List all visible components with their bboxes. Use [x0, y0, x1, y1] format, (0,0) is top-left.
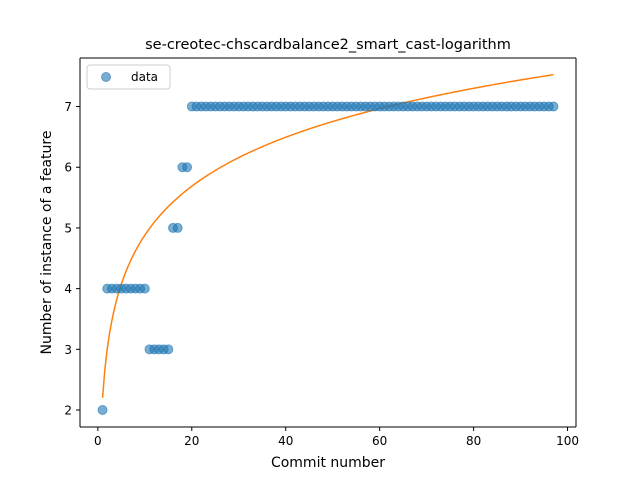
legend-label-data: data	[131, 70, 158, 84]
data-point	[182, 162, 193, 173]
legend: data	[86, 64, 171, 90]
chart-title: se-creotec-chscardbalance2_smart_cast-lo…	[145, 37, 511, 53]
legend-box	[86, 64, 171, 90]
y-tick-label: 7	[64, 100, 72, 114]
data-point	[139, 283, 150, 294]
y-tick-label: 2	[64, 404, 72, 418]
x-tick-label: 80	[466, 434, 481, 448]
y-tick-label: 6	[64, 161, 72, 175]
x-tick-label: 20	[184, 434, 199, 448]
x-tick-label: 60	[372, 434, 387, 448]
data-point	[97, 405, 108, 416]
x-axis-label: Commit number	[271, 455, 385, 471]
y-tick-label: 4	[64, 282, 72, 296]
plot-area	[97, 73, 559, 416]
x-tick-label: 40	[278, 434, 293, 448]
legend-marker-data	[101, 72, 111, 82]
data-point	[172, 222, 183, 233]
axes-frame	[79, 57, 577, 428]
data-point	[548, 101, 559, 112]
y-tick-label: 5	[64, 221, 72, 235]
y-tick-label: 3	[64, 343, 72, 357]
data-point	[163, 344, 174, 355]
x-tick-label: 0	[94, 434, 102, 448]
x-axis-ticks: 0 20 40 60 80 100	[94, 427, 579, 448]
fit-line	[101, 73, 554, 398]
y-axis-ticks: 2 3 4 5 6 7	[64, 100, 80, 418]
x-tick-label: 100	[556, 434, 579, 448]
y-axis-label: Number of instance of a feature	[39, 131, 55, 355]
